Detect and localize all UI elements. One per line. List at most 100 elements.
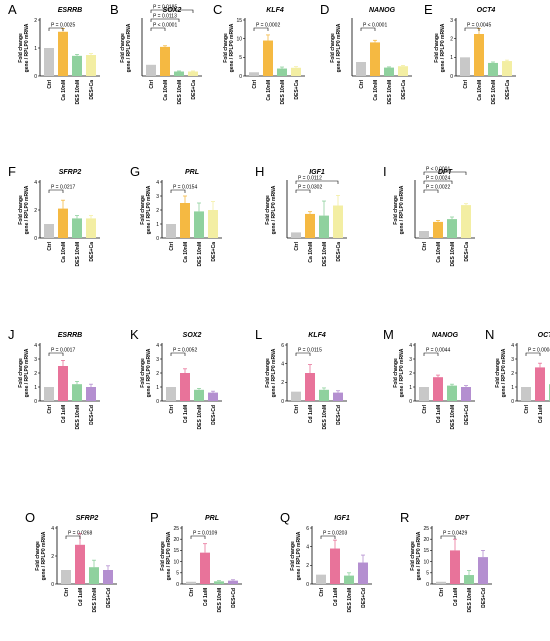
ylabel-J-1: gene / RPLP0 mRNA — [24, 348, 30, 397]
bar-F-3 — [86, 218, 96, 238]
panel-label-R: R — [400, 510, 409, 525]
gene-title-P: PRL — [205, 515, 219, 522]
ytick-label-K-0: 0 — [156, 399, 159, 405]
bar-F-2 — [72, 218, 82, 238]
bar-C-3 — [291, 67, 301, 76]
xtick-label-J-2: DES 10nM — [75, 405, 81, 429]
ytick-label-R-5: 25 — [423, 526, 429, 532]
xtick-label-Q-2: DES 10nM — [347, 588, 353, 612]
ytick-label-R-3: 15 — [423, 548, 429, 554]
ylabel-B-1: gene / RPLP0 mRNA — [126, 23, 132, 72]
xtick-label-N-0: Ctrl — [524, 404, 530, 413]
xtick-label-J-0: Ctrl — [47, 404, 53, 413]
xtick-label-J-3: DES+Cd — [89, 405, 95, 425]
panel-label-Q: Q — [280, 510, 290, 525]
bar-E-1 — [474, 34, 484, 76]
ytick-label-M-1: 1 — [409, 385, 412, 391]
panel-F: F SFRP2 Fold change gene / RPLP0 mRNA 0 2 4 Ctr… — [8, 164, 100, 266]
bar-H-0 — [291, 232, 301, 238]
pvalue-Q-0: P = 0.0203 — [323, 531, 347, 537]
ytick-label-A-0: 0 — [34, 74, 37, 80]
ylabel-I-1: gene / RPLP0 mRNA — [399, 185, 405, 234]
panel-label-M: M — [383, 327, 394, 342]
gene-title-B: SOX2 — [163, 7, 182, 14]
ytick-label-C-2: 10 — [236, 36, 242, 42]
gene-title-Q: IGF1 — [334, 515, 350, 522]
pvalue-P-0: P = 0.0109 — [193, 531, 217, 537]
pvalue-B-2: P = 0.0185 — [153, 5, 177, 11]
bar-I-0 — [419, 231, 429, 238]
ytick-label-Q-1: 2 — [306, 563, 309, 569]
ylabel-J-0: Fold change — [18, 358, 24, 388]
bar-C-1 — [263, 40, 273, 76]
ylabel-N-1: gene / RPLP0 mRNA — [501, 348, 507, 397]
ylabel-P-1: gene / RPLP0 mRNA — [166, 531, 172, 580]
bar-O-1 — [75, 544, 85, 584]
pvalue-B-1: P = 0.0113 — [153, 14, 177, 20]
ytick-label-G-3: 3 — [156, 194, 159, 200]
panel-Q: Q IGF1 Fold change gene / RPLP0 mRNA 0 2 4 6 Ctr… — [280, 510, 372, 612]
panel-label-L: L — [255, 327, 262, 342]
xtick-label-P-0: Ctrl — [189, 587, 195, 596]
bar-E-0 — [460, 57, 470, 76]
xtick-label-M-3: DES+Cd — [464, 405, 470, 425]
ylabel-A-0: Fold change — [18, 33, 24, 63]
ytick-label-J-0: 0 — [34, 399, 37, 405]
gene-title-G: PRL — [185, 169, 199, 176]
pvalue-K-0: P = 0.0052 — [173, 348, 197, 354]
ytick-label-M-4: 4 — [409, 343, 412, 349]
panel-K: K SOX2 Fold change gene / RPLP0 mRNA 0 1 2 3 4 Ct… — [130, 327, 222, 429]
panel-label-F: F — [8, 164, 16, 179]
pvalue-O-0: P = 0.0268 — [68, 531, 92, 537]
bracket-I-2 — [423, 171, 467, 175]
pvalue-L-0: P = 0.0115 — [298, 348, 322, 354]
panel-R: R DPT Fold change gene / RPLP0 mRNA 0 5 10 15 20… — [400, 510, 492, 612]
ytick-label-N-0: 0 — [511, 399, 514, 405]
ylabel-I-0: Fold change — [393, 195, 399, 225]
panel-P: P PRL Fold change gene / RPLP0 mRNA 0 5 10 15 20… — [150, 510, 242, 612]
ytick-label-J-3: 3 — [34, 357, 37, 363]
bar-A-3 — [86, 55, 96, 76]
ytick-label-P-1: 5 — [176, 571, 179, 577]
xtick-label-C-2: DES 10nM — [280, 80, 286, 104]
ytick-label-C-0: 0 — [239, 74, 242, 80]
xtick-label-I-1: Ca 10nM — [436, 242, 442, 263]
bar-L-0 — [291, 391, 301, 401]
ytick-label-R-4: 20 — [423, 537, 429, 543]
panel-label-J: J — [8, 327, 15, 342]
pvalue-B-0: P < 0.0001 — [153, 23, 177, 29]
ytick-label-J-2: 2 — [34, 371, 37, 377]
ytick-label-O-2: 4 — [51, 526, 54, 532]
xtick-label-D-2: DES 10nM — [387, 80, 393, 104]
bar-P-3 — [228, 580, 238, 584]
xtick-label-K-3: DES+Cd — [211, 405, 217, 425]
bar-L-3 — [333, 392, 343, 401]
bar-B-2 — [174, 71, 184, 76]
panel-G: G PRL Fold change gene / RPLP0 mRNA 0 1 2 3 4 Ctr… — [130, 164, 222, 266]
ytick-label-C-3: 15 — [236, 18, 242, 24]
ytick-label-F-2: 4 — [34, 180, 37, 186]
ylabel-Q-1: gene / RPLP0 mRNA — [296, 531, 302, 580]
bar-K-2 — [194, 389, 204, 401]
bar-M-0 — [419, 387, 429, 401]
bar-H-3 — [333, 205, 343, 238]
ylabel-L-0: Fold change — [265, 358, 271, 388]
bar-R-1 — [450, 550, 460, 584]
bar-G-0 — [166, 224, 176, 238]
bar-D-0 — [356, 62, 366, 76]
xtick-label-D-3: DES+Ca — [401, 80, 407, 100]
xtick-label-G-3: DES+Ca — [211, 242, 217, 262]
xtick-label-B-1: Ca 10nM — [163, 80, 169, 101]
bracket-R-0 — [440, 535, 456, 539]
bar-F-1 — [58, 208, 68, 238]
xtick-label-H-0: Ctrl — [294, 241, 300, 250]
ytick-label-R-2: 10 — [423, 559, 429, 565]
gene-title-C: KLF4 — [266, 7, 284, 14]
panel-label-P: P — [150, 510, 159, 525]
xtick-label-G-1: Ca 10nM — [183, 242, 189, 263]
bar-J-1 — [58, 366, 68, 401]
pvalue-G-0: P = 0.0154 — [173, 185, 197, 191]
